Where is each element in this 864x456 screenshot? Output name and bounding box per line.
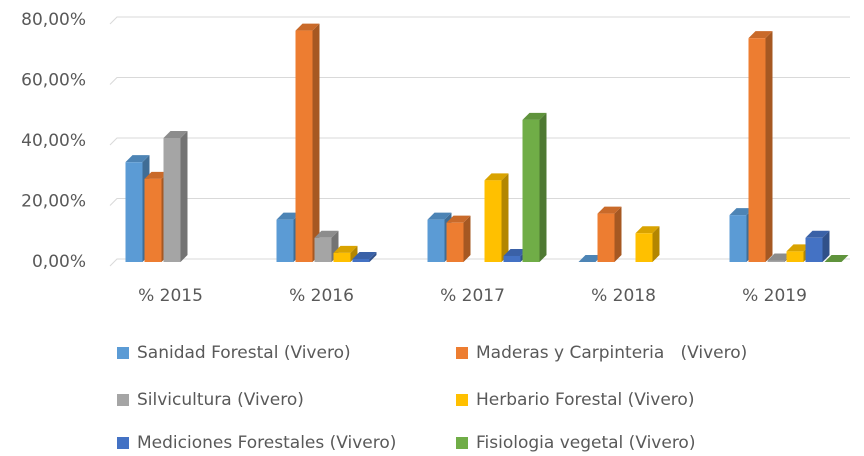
legend-swatch bbox=[117, 347, 129, 359]
bar bbox=[484, 180, 502, 262]
bar bbox=[767, 260, 785, 262]
legend-label: Fisiologia vegetal (Vivero) bbox=[476, 433, 695, 453]
bar-top bbox=[729, 208, 754, 216]
bar bbox=[125, 162, 143, 262]
bar-top bbox=[578, 255, 603, 262]
bar bbox=[522, 119, 540, 262]
x-tick-label: % 2017 bbox=[440, 286, 505, 306]
bar-side bbox=[463, 215, 471, 262]
bar-top bbox=[125, 155, 150, 163]
bar bbox=[352, 258, 370, 262]
bar-top bbox=[484, 173, 509, 181]
bar-top bbox=[767, 253, 792, 261]
bar bbox=[748, 38, 766, 263]
bar-top bbox=[786, 244, 811, 252]
bar-side bbox=[180, 130, 188, 262]
bar-top bbox=[635, 226, 660, 234]
y-tick-label: 20,00% bbox=[21, 192, 86, 212]
bar-top bbox=[748, 31, 773, 39]
bar bbox=[597, 213, 615, 262]
bar-top bbox=[144, 171, 169, 179]
bar-side bbox=[614, 206, 622, 262]
grid-line bbox=[109, 198, 850, 206]
x-tick-label: % 2018 bbox=[591, 286, 656, 306]
x-tick-label: % 2015 bbox=[138, 286, 203, 306]
bar-top bbox=[446, 215, 471, 223]
bar-side bbox=[822, 230, 830, 262]
bar-top bbox=[333, 245, 358, 253]
legend-label: Silvicultura (Vivero) bbox=[137, 390, 304, 410]
bar bbox=[805, 237, 823, 262]
bar bbox=[314, 237, 332, 262]
bar-top bbox=[314, 230, 339, 238]
bar-top bbox=[352, 251, 377, 259]
bar bbox=[163, 137, 181, 262]
bar-top bbox=[597, 206, 622, 214]
bar-top bbox=[163, 130, 188, 138]
bar-top bbox=[805, 230, 830, 238]
bar bbox=[276, 219, 294, 262]
legend-label: Mediciones Forestales (Vivero) bbox=[137, 433, 396, 453]
bar bbox=[144, 178, 162, 262]
bar-top bbox=[522, 112, 547, 120]
bar-side bbox=[501, 173, 509, 262]
legend-label: Herbario Forestal (Vivero) bbox=[476, 390, 694, 410]
grid-line bbox=[109, 137, 850, 146]
bar bbox=[786, 251, 804, 262]
y-tick-label: 80,00% bbox=[21, 10, 86, 30]
y-tick-label: 0,00% bbox=[32, 252, 86, 272]
bar bbox=[729, 215, 747, 262]
bar-side bbox=[350, 245, 358, 262]
legend-label: Sanidad Forestal (Vivero) bbox=[137, 343, 351, 363]
bar-side bbox=[539, 112, 547, 262]
bar bbox=[295, 30, 313, 263]
y-tick-label: 40,00% bbox=[21, 131, 86, 151]
bar bbox=[635, 233, 653, 262]
bar-top bbox=[295, 23, 320, 31]
bar bbox=[427, 219, 445, 262]
x-tick-label: % 2019 bbox=[742, 286, 807, 306]
bar-side bbox=[369, 251, 377, 262]
legend-swatch bbox=[117, 394, 129, 406]
bar bbox=[333, 252, 351, 262]
bar-top bbox=[276, 212, 301, 220]
grid-line bbox=[109, 16, 850, 25]
legend-swatch bbox=[117, 437, 129, 449]
bar-side bbox=[312, 23, 320, 263]
legend-label: Maderas y Carpinteria (Vivero) bbox=[476, 343, 747, 363]
bar-top bbox=[427, 212, 452, 220]
grid-line bbox=[109, 77, 850, 85]
bar-side bbox=[765, 31, 773, 263]
bar bbox=[446, 222, 464, 262]
y-tick-label: 60,00% bbox=[21, 71, 86, 91]
bar bbox=[503, 255, 521, 262]
bar-top bbox=[503, 248, 528, 256]
bar-top bbox=[824, 255, 849, 262]
x-tick-label: % 2016 bbox=[289, 286, 354, 306]
legend-swatch bbox=[456, 394, 468, 406]
legend-swatch bbox=[456, 437, 468, 449]
bar-side bbox=[652, 226, 660, 262]
legend-swatch bbox=[456, 347, 468, 359]
